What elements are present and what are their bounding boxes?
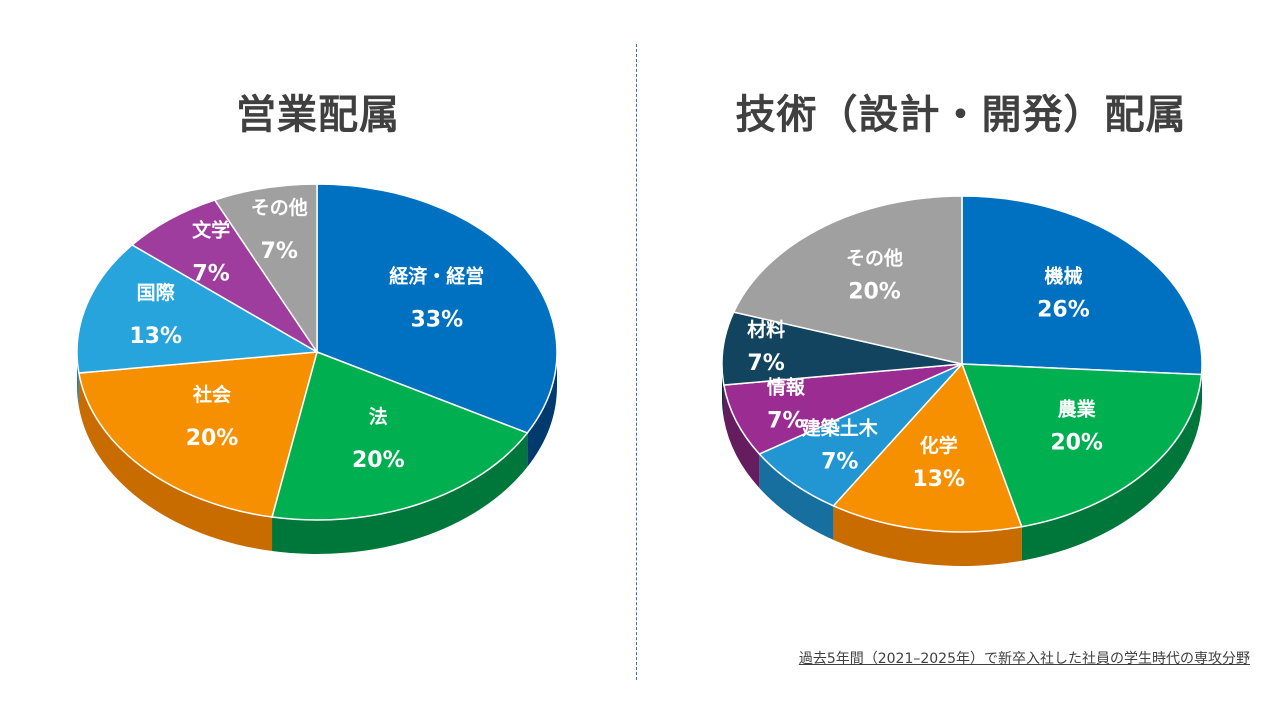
pie1-percent-label-2: 13% bbox=[912, 467, 965, 492]
pie1-slice-1 bbox=[960, 363, 1203, 528]
pie1-category-label-0: 機械 bbox=[1044, 264, 1082, 287]
pie1-percent-label-0: 26% bbox=[1037, 297, 1090, 322]
pie0-category-label-0: 経済・経営 bbox=[389, 264, 484, 287]
sales-chart-title: 営業配属 bbox=[236, 92, 400, 138]
pie1-category-label-2: 化学 bbox=[920, 434, 958, 457]
pie0-side-0 bbox=[527, 352, 557, 467]
tech-chart-title: 技術（設計・開発）配属 bbox=[735, 92, 1187, 138]
pie1-category-label-3: 建築土木 bbox=[802, 417, 879, 440]
pie0-category-label-2: 社会 bbox=[192, 383, 231, 406]
pie1-percent-label-4: 7% bbox=[767, 408, 804, 433]
pie0-category-label-3: 国際 bbox=[137, 281, 176, 304]
pie1-side-4 bbox=[723, 385, 760, 489]
pie0-slice-4 bbox=[130, 199, 318, 353]
pie0-slice-3 bbox=[76, 243, 320, 374]
pie1-category-label-6: その他 bbox=[846, 247, 903, 270]
pie0-slice-2 bbox=[78, 351, 319, 518]
pie0-percent-label-5: 7% bbox=[261, 239, 298, 264]
pie0-category-label-4: 文学 bbox=[192, 218, 230, 241]
pie0-slice-0 bbox=[316, 183, 558, 434]
pie1-slice-5 bbox=[721, 311, 963, 386]
pie1-category-label-5: 材料 bbox=[747, 318, 785, 341]
pie0-side-2 bbox=[78, 373, 273, 552]
pie1-side-1 bbox=[1021, 374, 1202, 561]
pie1-slice-6 bbox=[732, 195, 963, 365]
pie1-percent-label-6: 20% bbox=[848, 280, 901, 305]
pie1-slice-4 bbox=[723, 363, 963, 455]
pie0-slice-5 bbox=[213, 183, 318, 355]
pie1-side-3 bbox=[759, 454, 834, 540]
sales-pie-chart: 経済・経営 33% 法 20% 社会 20% 国際 13% 文学 7% その他 7% bbox=[76, 183, 558, 554]
pie1-percent-label-3: 7% bbox=[821, 450, 858, 475]
pie0-percent-label-4: 7% bbox=[192, 261, 229, 286]
pie0-category-label-1: 法 bbox=[369, 405, 388, 428]
pie1-slice-3 bbox=[758, 363, 963, 507]
pie1-percent-label-1: 20% bbox=[1050, 430, 1103, 455]
pie1-side-2 bbox=[833, 505, 1022, 567]
pie0-percent-label-0: 33% bbox=[410, 307, 463, 332]
pie0-slice-1 bbox=[271, 351, 529, 521]
pie0-percent-label-3: 13% bbox=[129, 324, 182, 349]
pie1-percent-label-5: 7% bbox=[747, 351, 784, 376]
pie0-side-1 bbox=[272, 432, 528, 554]
footnote: 過去5年間（2021–2025年）で新卒入社した社員の学生時代の専攻分野 bbox=[798, 651, 1250, 667]
pie0-category-label-5: その他 bbox=[251, 196, 308, 219]
pie1-category-label-4: 情報 bbox=[767, 375, 806, 398]
pie0-percent-label-1: 20% bbox=[352, 448, 405, 473]
pie0-percent-label-2: 20% bbox=[186, 426, 239, 451]
center-divider bbox=[636, 44, 637, 680]
pie1-category-label-1: 農業 bbox=[1058, 397, 1097, 420]
pie1-slice-0 bbox=[961, 195, 1203, 376]
pie1-slice-2 bbox=[832, 362, 1023, 533]
